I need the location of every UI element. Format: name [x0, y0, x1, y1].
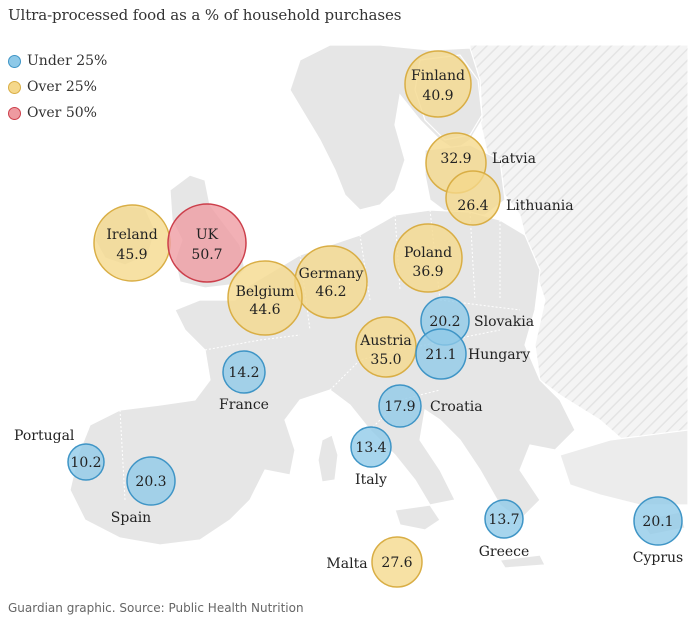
legend-dot-over-50 — [8, 106, 21, 120]
bubble-austria — [355, 316, 417, 378]
bubble-spain — [126, 456, 176, 506]
country-label-malta: Malta — [326, 556, 367, 572]
bubble-finland — [404, 50, 472, 118]
legend-item-over-50: Over 50% — [8, 100, 107, 126]
value-label-latvia: 32.9 — [440, 151, 471, 167]
crete-land — [498, 554, 546, 569]
value-label-croatia: 17.9 — [384, 399, 415, 415]
value-label-germany: 46.2 — [315, 284, 346, 300]
legend-label-over-50: Over 50% — [27, 105, 97, 121]
bubble-poland — [393, 223, 463, 293]
value-label-italy: 13.4 — [355, 440, 386, 456]
value-label-hungary: 21.1 — [425, 347, 456, 363]
legend-item-under-25: Under 25% — [8, 48, 107, 74]
bubble-cyprus — [633, 496, 683, 546]
country-label-spain: Spain — [111, 510, 151, 526]
bubble-malta — [371, 536, 423, 588]
legend-item-over-25: Over 25% — [8, 74, 107, 100]
country-label-latvia: Latvia — [492, 151, 536, 167]
bubble-ireland — [93, 204, 171, 282]
source-note: Guardian graphic. Source: Public Health … — [8, 601, 304, 615]
value-label-poland: 36.9 — [412, 264, 443, 280]
legend-label-over-25: Over 25% — [27, 79, 97, 95]
value-label-finland: 40.9 — [422, 88, 453, 104]
bubble-uk — [167, 203, 247, 283]
bubble-italy — [350, 426, 392, 468]
country-label-slovakia: Slovakia — [474, 314, 534, 330]
country-label-croatia: Croatia — [430, 399, 483, 415]
value-label-portugal: 10.2 — [70, 455, 101, 471]
bubble-france — [222, 350, 266, 394]
country-label-portugal: Portugal — [14, 428, 75, 444]
value-label-cyprus: 20.1 — [642, 514, 673, 530]
bubble-croatia — [378, 384, 422, 428]
value-label-greece: 13.7 — [488, 512, 519, 528]
label-layer: 40.9 Finland 32.9 Latvia 26.4 Lithuania 45.9 Ir… — [14, 68, 683, 572]
value-label-lithuania: 26.4 — [457, 198, 488, 214]
legend-label-under-25: Under 25% — [27, 53, 108, 69]
country-label-germany: Germany — [299, 266, 364, 282]
value-label-france: 14.2 — [228, 365, 259, 381]
bubble-layer — [67, 50, 683, 588]
value-label-uk: 50.7 — [191, 247, 222, 263]
country-label-finland: Finland — [411, 68, 465, 84]
country-label-belgium: Belgium — [236, 284, 295, 300]
bubble-germany — [294, 245, 368, 319]
bubble-portugal — [67, 443, 105, 481]
bubble-lithuania — [445, 170, 501, 226]
turkey-land — [559, 429, 689, 506]
country-label-austria: Austria — [359, 333, 411, 349]
country-label-france: France — [219, 397, 269, 413]
country-label-italy: Italy — [355, 472, 387, 488]
bubble-greece — [484, 499, 524, 539]
country-label-ireland: Ireland — [106, 227, 157, 243]
value-label-malta: 27.6 — [381, 555, 412, 571]
value-label-ireland: 45.9 — [116, 247, 147, 263]
country-label-greece: Greece — [479, 544, 530, 560]
bubble-belgium — [227, 260, 303, 336]
legend-dot-over-25 — [8, 80, 21, 94]
chart-title: Ultra-processed food as a % of household… — [8, 6, 402, 24]
country-label-uk: UK — [196, 227, 219, 243]
country-label-poland: Poland — [404, 245, 452, 261]
value-label-austria: 35.0 — [370, 352, 401, 368]
sicily-land — [394, 504, 441, 531]
country-label-cyprus: Cyprus — [633, 550, 683, 566]
value-label-slovakia: 20.2 — [429, 314, 460, 330]
country-label-hungary: Hungary — [468, 347, 530, 363]
legend: Under 25% Over 25% Over 50% — [8, 48, 107, 126]
sardinia-land — [317, 434, 339, 483]
country-label-lithuania: Lithuania — [506, 198, 574, 214]
value-label-spain: 20.3 — [135, 474, 166, 490]
legend-dot-under-25 — [8, 54, 21, 68]
bubble-hungary — [415, 328, 467, 380]
value-label-belgium: 44.6 — [249, 302, 280, 318]
